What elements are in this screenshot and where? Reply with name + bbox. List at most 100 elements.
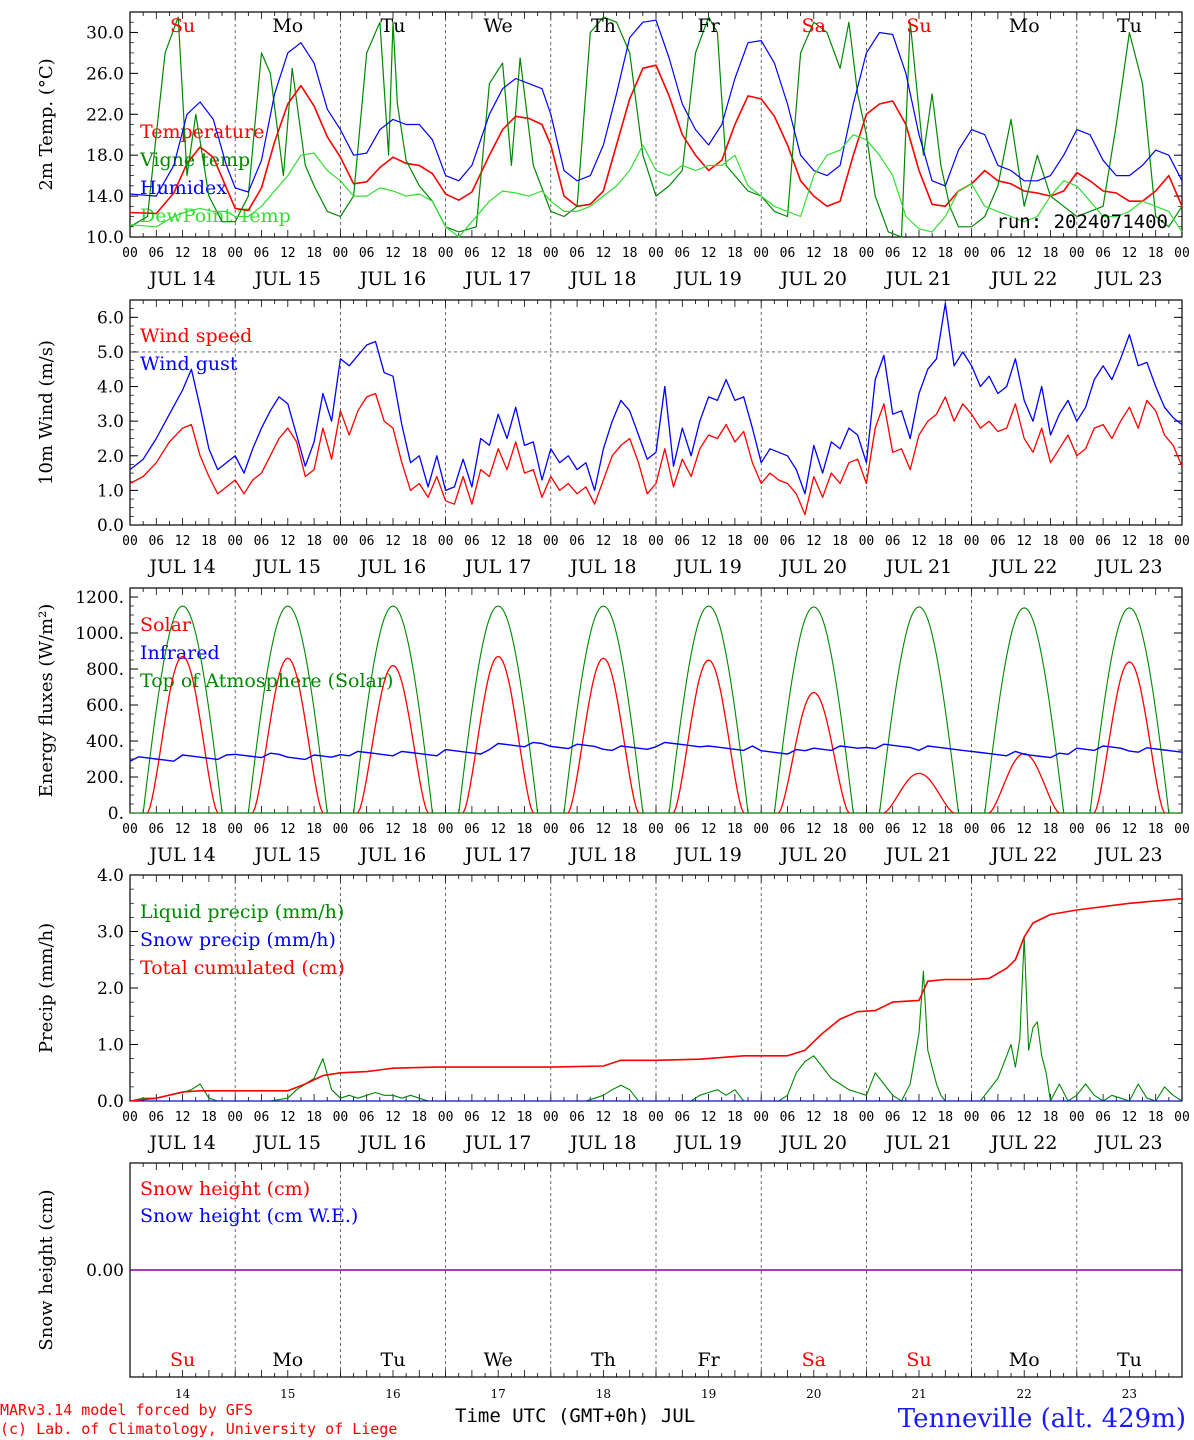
- day-number: 19: [701, 1387, 716, 1401]
- hour-tick-label: 00: [753, 1110, 769, 1125]
- y-tick-label: 2.0: [97, 447, 124, 467]
- hour-tick-label: 06: [148, 822, 164, 837]
- toa-solar-curve: [458, 605, 539, 814]
- date-label: JUL 23: [1094, 268, 1162, 290]
- hour-tick-label: 00: [753, 822, 769, 837]
- hour-tick-label: 12: [1016, 822, 1032, 837]
- y-axis-label: 10m Wind (m/s): [36, 340, 57, 485]
- y-tick-label: 26.0: [86, 64, 124, 84]
- hour-tick-label: 18: [1043, 822, 1059, 837]
- hour-tick-label: 00: [227, 246, 243, 261]
- hour-tick-label: 12: [1122, 1110, 1138, 1125]
- toa-solar-curve: [878, 606, 960, 814]
- day-name: We: [484, 15, 513, 37]
- hour-tick-label: 12: [1016, 1110, 1032, 1125]
- day-number: 18: [596, 1387, 611, 1401]
- legend-entry: Wind speed: [140, 325, 252, 347]
- hour-tick-label: 00: [438, 1110, 454, 1125]
- hour-tick-label: 12: [1122, 822, 1138, 837]
- day-name: Th: [591, 15, 616, 37]
- date-label: JUL 15: [253, 556, 321, 578]
- date-label: JUL 23: [1094, 556, 1162, 578]
- hour-tick-label: 00: [964, 246, 980, 261]
- hour-tick-label: 06: [254, 246, 270, 261]
- hour-tick-label: 00: [1174, 1110, 1190, 1125]
- hour-tick-label: 06: [674, 822, 690, 837]
- date-label: JUL 18: [568, 844, 636, 866]
- date-label: JUL 20: [779, 844, 847, 866]
- date-label: JUL 18: [568, 556, 636, 578]
- date-label: JUL 23: [1094, 1132, 1162, 1154]
- hour-tick-label: 18: [411, 822, 427, 837]
- day-name: Sa: [802, 15, 826, 37]
- hour-tick-label: 00: [227, 822, 243, 837]
- hour-tick-label: 06: [359, 822, 375, 837]
- hour-tick-label: 12: [596, 246, 612, 261]
- y-tick-label: 800.: [86, 660, 124, 680]
- hour-tick-label: 00: [438, 246, 454, 261]
- hour-tick-label: 06: [780, 246, 796, 261]
- date-label: JUL 20: [779, 1132, 847, 1154]
- date-label: JUL 16: [358, 268, 426, 290]
- hour-tick-label: 12: [490, 822, 506, 837]
- hour-tick-label: 00: [122, 246, 138, 261]
- x-axis-label: Time UTC (GMT+0h) JUL: [455, 1405, 696, 1427]
- day-name: Tu: [1117, 1349, 1142, 1371]
- legend-entry: Infrared: [140, 642, 220, 664]
- date-label: JUL 22: [989, 844, 1057, 866]
- hour-tick-label: 06: [780, 822, 796, 837]
- hour-tick-label: 00: [859, 246, 875, 261]
- solar-curve: [672, 659, 745, 814]
- day-name: Su: [170, 15, 195, 37]
- hour-tick-label: 00: [1069, 534, 1085, 549]
- series-line-wind-speed: [129, 392, 1183, 516]
- hour-tick-label: 00: [648, 534, 664, 549]
- hour-tick-label: 12: [911, 1110, 927, 1125]
- hour-tick-label: 06: [780, 534, 796, 549]
- y-tick-label: 18.0: [86, 146, 124, 166]
- hour-tick-label: 12: [596, 1110, 612, 1125]
- date-label: JUL 16: [358, 556, 426, 578]
- run-label: run: 2024071400: [996, 211, 1168, 233]
- hour-tick-label: 12: [596, 534, 612, 549]
- day-name: Su: [906, 1349, 931, 1371]
- hour-tick-label: 18: [727, 534, 743, 549]
- hour-tick-label: 00: [1174, 534, 1190, 549]
- hour-tick-label: 06: [359, 534, 375, 549]
- date-label: JUL 21: [884, 556, 952, 578]
- hour-tick-label: 00: [333, 822, 349, 837]
- solar-curve: [567, 657, 640, 814]
- hour-tick-label: 12: [701, 246, 717, 261]
- hour-tick-label: 18: [306, 1110, 322, 1125]
- hour-tick-label: 12: [385, 1110, 401, 1125]
- toa-solar-curve: [668, 605, 749, 814]
- hour-tick-label: 00: [1174, 822, 1190, 837]
- day-name: Mo: [272, 15, 303, 37]
- hour-tick-label: 00: [1174, 246, 1190, 261]
- hour-tick-label: 18: [622, 1110, 638, 1125]
- hour-tick-label: 18: [306, 246, 322, 261]
- hour-tick-label: 06: [674, 1110, 690, 1125]
- date-label: JUL 15: [253, 844, 321, 866]
- y-tick-label: 0.0: [97, 516, 124, 536]
- legend-entry: Liquid precip (mm/h): [140, 901, 344, 923]
- hour-tick-label: 18: [832, 1110, 848, 1125]
- credit-line-1: MARv3.14 model forced by GFS: [0, 1401, 253, 1419]
- legend-entry: Snow precip (mm/h): [140, 929, 336, 951]
- series-line-wind-gust: [129, 302, 1183, 495]
- date-label: JUL 18: [568, 268, 636, 290]
- hour-tick-label: 06: [148, 1110, 164, 1125]
- toa-solar-curve: [773, 606, 854, 814]
- y-tick-label: 14.0: [86, 187, 124, 207]
- hour-tick-label: 12: [385, 534, 401, 549]
- hour-tick-label: 12: [701, 534, 717, 549]
- date-label: JUL 14: [147, 268, 215, 290]
- series-line-total-cumulated-cm-: [129, 897, 1183, 1102]
- y-tick-label: 5.0: [97, 343, 124, 363]
- y-tick-label: 3.0: [97, 923, 124, 943]
- y-tick-label: 3.0: [97, 412, 124, 432]
- hour-tick-label: 12: [806, 822, 822, 837]
- hour-tick-label: 00: [859, 822, 875, 837]
- hour-tick-label: 12: [911, 246, 927, 261]
